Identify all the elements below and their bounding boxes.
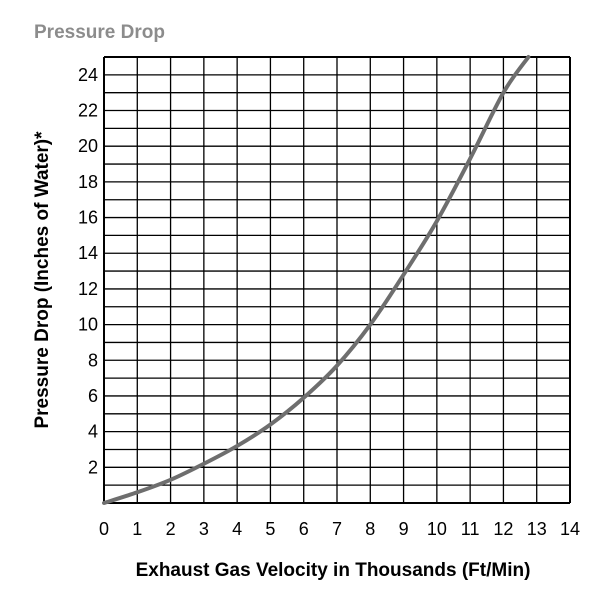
chart-title: Pressure Drop: [34, 22, 165, 43]
y-tick-label: 2: [88, 457, 98, 477]
x-tick-label: 3: [199, 519, 209, 539]
x-tick-label: 12: [493, 519, 513, 539]
y-axis-title: Pressure Drop (Inches of Water)*: [32, 131, 53, 429]
x-tick-label: 14: [560, 519, 580, 539]
x-tick-label: 9: [399, 519, 409, 539]
x-tick-label: 0: [99, 519, 109, 539]
y-tick-label: 20: [78, 136, 98, 156]
grid-layer: [103, 56, 571, 504]
x-tick-label: 4: [232, 519, 242, 539]
y-tick-label: 4: [88, 422, 98, 442]
y-tick-label: 6: [88, 386, 98, 406]
x-tick-label: 6: [299, 519, 309, 539]
y-tick-label: 8: [88, 350, 98, 370]
y-tick-label: 18: [78, 172, 98, 192]
x-tick-labels: 0 1 2 3 4 5 6 7 8 9 10 11 12 13 14: [99, 519, 580, 539]
pressure-drop-curve: [102, 55, 531, 505]
y-tick-label: 12: [78, 279, 98, 299]
x-tick-label: 5: [265, 519, 275, 539]
x-tick-label: 1: [132, 519, 142, 539]
x-tick-label: 7: [332, 519, 342, 539]
x-tick-label: 2: [166, 519, 176, 539]
x-axis-title: Exhaust Gas Velocity in Thousands (Ft/Mi…: [136, 560, 531, 581]
x-tick-label: 10: [427, 519, 447, 539]
y-tick-label: 24: [78, 65, 98, 85]
x-tick-label: 13: [527, 519, 547, 539]
x-tick-label: 11: [461, 519, 480, 539]
x-tick-label: 8: [365, 519, 375, 539]
y-tick-label: 16: [78, 208, 98, 228]
y-tick-label: 10: [78, 315, 98, 335]
y-tick-label: 14: [78, 243, 98, 263]
y-tick-label: 22: [78, 101, 98, 121]
series-layer: [102, 55, 531, 505]
